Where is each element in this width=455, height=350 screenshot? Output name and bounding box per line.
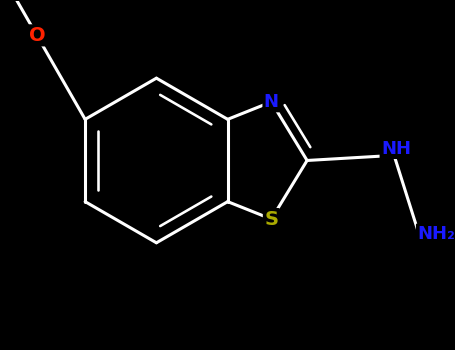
Text: NH₂: NH₂ xyxy=(417,225,455,243)
Text: O: O xyxy=(29,26,45,45)
Text: NH: NH xyxy=(381,140,411,158)
Text: N: N xyxy=(264,93,279,111)
Text: S: S xyxy=(264,210,278,229)
